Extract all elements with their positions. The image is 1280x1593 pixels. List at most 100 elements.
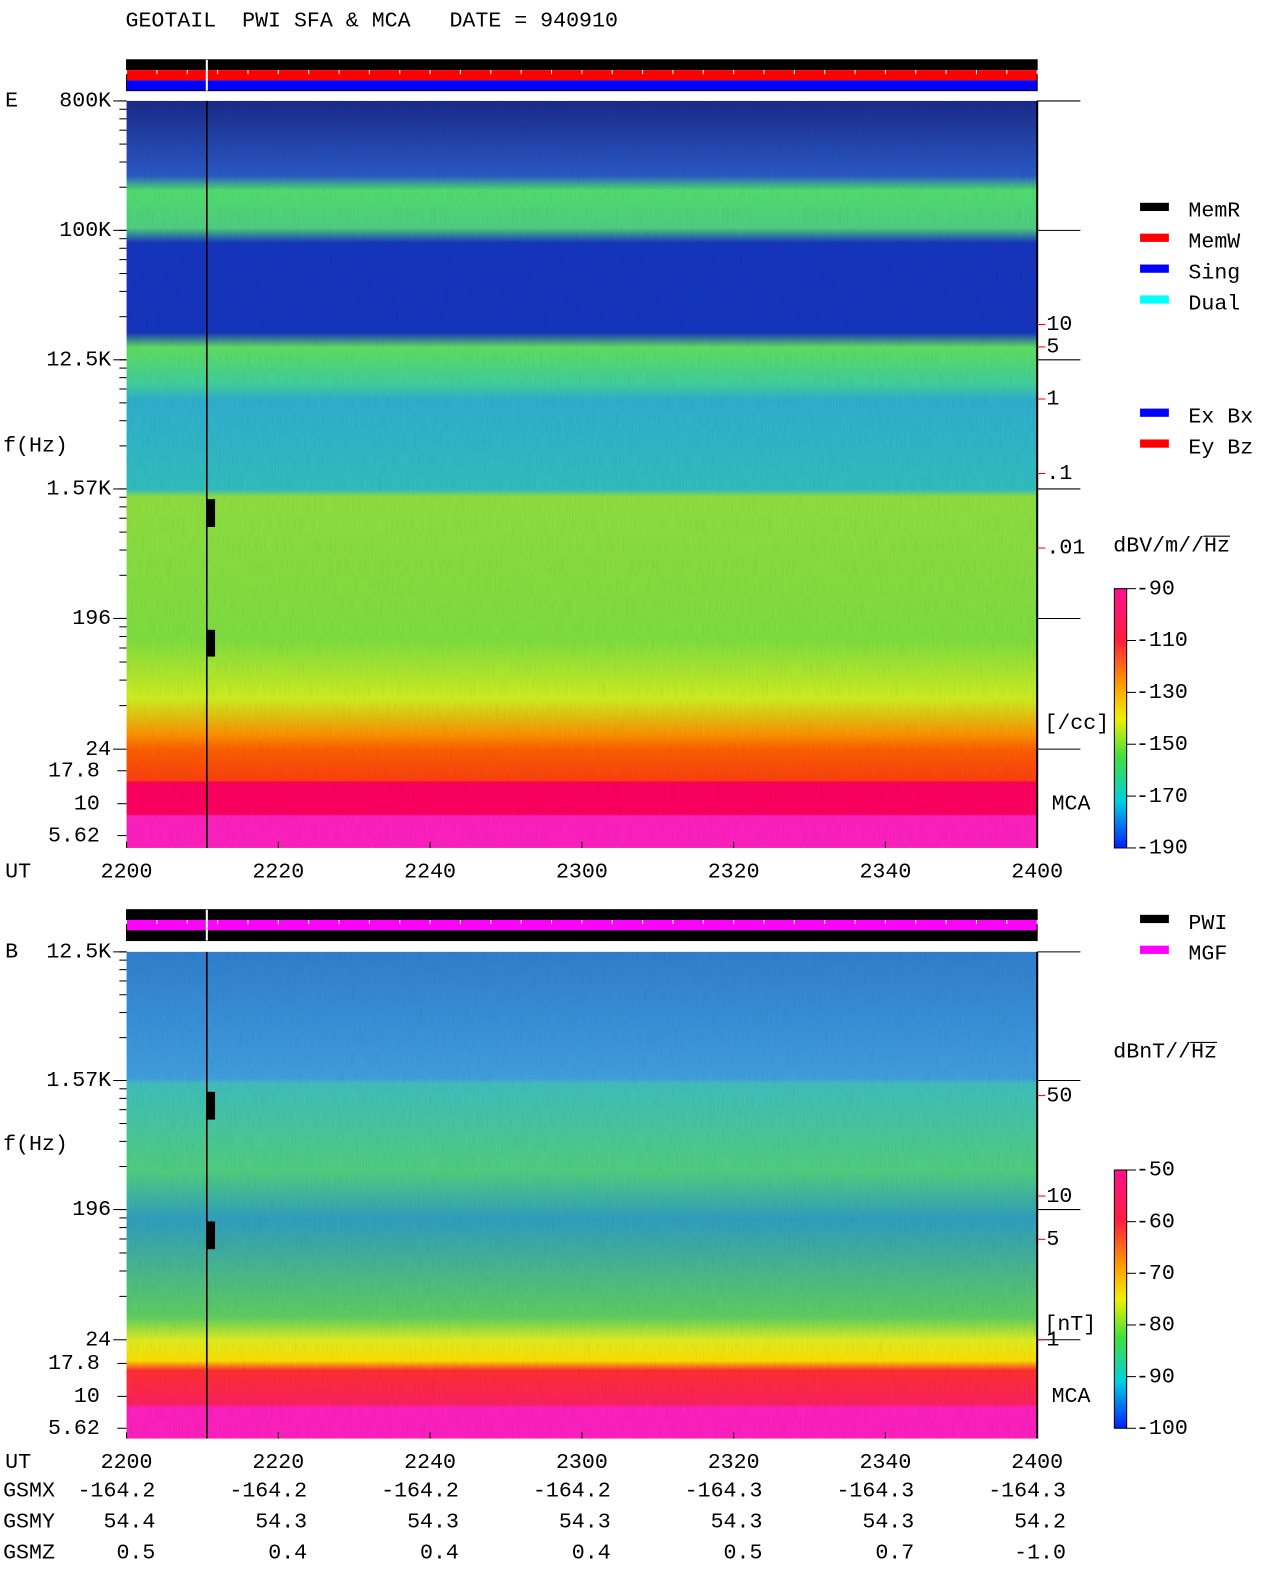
orbit-value: 0.4 <box>268 1541 307 1565</box>
orbit-value: 54.4 <box>104 1511 156 1535</box>
colorbar-label-unit-prefix: dBV/m// <box>1113 534 1204 558</box>
orbit-row-label: GSMY <box>3 1511 55 1535</box>
y2-tick-label: 1 <box>1046 1328 1059 1352</box>
orbit-value: -164.2 <box>381 1480 459 1504</box>
colorbar-tick-label: -50 <box>1136 1159 1175 1183</box>
status-bar <box>126 919 1038 931</box>
colorbar-label: dBV/m//Hz <box>1113 534 1230 558</box>
x-tick-label: 2340 <box>859 1451 911 1475</box>
orbit-value: -164.3 <box>836 1480 914 1504</box>
colorbar-label-unit-prefix: dBnT// <box>1113 1040 1191 1064</box>
x-tick-label: 2200 <box>101 860 153 884</box>
y2-axis-label: [nT] <box>1044 1313 1096 1337</box>
status-bar <box>126 930 1038 941</box>
colorbar-label: dBnT//Hz <box>1113 1040 1217 1064</box>
data-gap-block <box>206 1221 216 1250</box>
colorbar-tick-label: -90 <box>1136 577 1175 601</box>
mca-channel-label: 5.62 <box>48 824 100 848</box>
x-tick-label: 2400 <box>1011 860 1063 884</box>
colorbar-tick-label: -100 <box>1136 1417 1188 1441</box>
legend-swatch <box>1140 945 1169 954</box>
orbit-value: 0.4 <box>420 1541 459 1565</box>
orbit-value: -1.0 <box>1014 1541 1066 1565</box>
colorbar-tick-label: -60 <box>1136 1210 1175 1234</box>
x-tick-label: 2340 <box>859 860 911 884</box>
colorbar-tick-label: -190 <box>1136 837 1188 861</box>
x-tick-label: 2220 <box>252 860 304 884</box>
legend-label: Ey Bz <box>1188 436 1253 460</box>
data-gap-block <box>206 499 216 527</box>
x-tick-label: 2320 <box>708 860 760 884</box>
y-tick-label: 196 <box>72 607 111 631</box>
x-axis-label: UT <box>5 860 31 884</box>
mca-label: MCA <box>1052 1385 1091 1409</box>
legend-label: MemW <box>1188 231 1240 255</box>
y-axis-label: f(Hz) <box>3 434 68 458</box>
x-axis-label: UT <box>5 1451 31 1475</box>
x-tick-label: 2320 <box>708 1451 760 1475</box>
orbit-value: 54.2 <box>1014 1511 1066 1535</box>
legend-label: Ex Bx <box>1188 406 1253 430</box>
mca-channel-label: 10 <box>74 792 100 816</box>
legend-label: PWI <box>1188 912 1227 936</box>
status-bar <box>126 59 1038 71</box>
y-tick-label: 1.57K <box>46 1069 111 1093</box>
y-tick-label: 100K <box>59 219 111 243</box>
status-frame <box>126 59 1038 92</box>
y-tick-label: 1.57K <box>46 478 111 502</box>
orbit-row-label: GSMZ <box>3 1541 55 1565</box>
data-gap-block <box>206 629 216 657</box>
x-tick-label: 2400 <box>1011 1451 1063 1475</box>
x-tick-label: 2300 <box>556 1451 608 1475</box>
y2-tick-label: .01 <box>1046 537 1085 561</box>
colorbar-tick-label: -70 <box>1136 1262 1175 1286</box>
status-bar <box>126 909 1038 920</box>
y2-tick-label: 10 <box>1046 313 1072 337</box>
mca-channel-label: 17.8 <box>48 759 100 783</box>
mca-channel-label: 10 <box>74 1385 100 1409</box>
x-tick-label: 2220 <box>252 1451 304 1475</box>
y-tick-label: 12.5K <box>46 349 111 373</box>
orbit-row-label: GSMX <box>3 1480 55 1504</box>
y2-tick-label: 50 <box>1046 1084 1072 1108</box>
orbit-value: 0.5 <box>116 1541 155 1565</box>
y2-tick-label: 1 <box>1046 388 1059 412</box>
legend-label: Sing <box>1188 261 1240 285</box>
legend-label: MGF <box>1188 943 1227 967</box>
orbit-value: 54.3 <box>862 1511 914 1535</box>
spectrogram-texture <box>126 100 1038 848</box>
y-tick-label: 12.5K <box>46 941 111 965</box>
y2-tick-label: 10 <box>1046 1185 1072 1209</box>
y-axis-label: f(Hz) <box>3 1133 68 1157</box>
legend-label: MemR <box>1188 200 1240 224</box>
status-frame <box>126 909 1038 942</box>
legend-swatch <box>1140 233 1169 242</box>
orbit-value: -164.2 <box>78 1480 156 1504</box>
legend-swatch <box>1140 408 1169 417</box>
orbit-value: 0.7 <box>875 1541 914 1565</box>
orbit-value: 54.3 <box>255 1511 307 1535</box>
orbit-value: -164.3 <box>685 1480 763 1504</box>
x-tick-label: 2200 <box>101 1451 153 1475</box>
legend-swatch <box>1140 264 1169 273</box>
colorbar-label-unit: Hz <box>1204 534 1230 558</box>
mca-channel-label: 5.62 <box>48 1417 100 1441</box>
mca-channel-label: 17.8 <box>48 1352 100 1376</box>
legend-swatch <box>1140 914 1169 924</box>
status-bar <box>126 70 1038 81</box>
y-tick-label: 800K <box>59 90 111 114</box>
panel-label: B <box>5 941 18 965</box>
colorbar-tick-label: -80 <box>1136 1314 1175 1338</box>
y-tick-label: 196 <box>72 1198 111 1222</box>
data-gap-block <box>206 1091 216 1120</box>
y-tick-label: 24 <box>85 1328 111 1352</box>
x-tick-label: 2300 <box>556 860 608 884</box>
colorbar-tick-label: -110 <box>1136 629 1188 653</box>
x-tick-label: 2240 <box>404 1451 456 1475</box>
x-tick-label: 2240 <box>404 860 456 884</box>
colorbar-tick-label: -170 <box>1136 785 1188 809</box>
spectrogram-texture <box>126 951 1038 1439</box>
y2-tick-label: 5 <box>1046 336 1059 360</box>
panel-label: E <box>5 90 18 114</box>
